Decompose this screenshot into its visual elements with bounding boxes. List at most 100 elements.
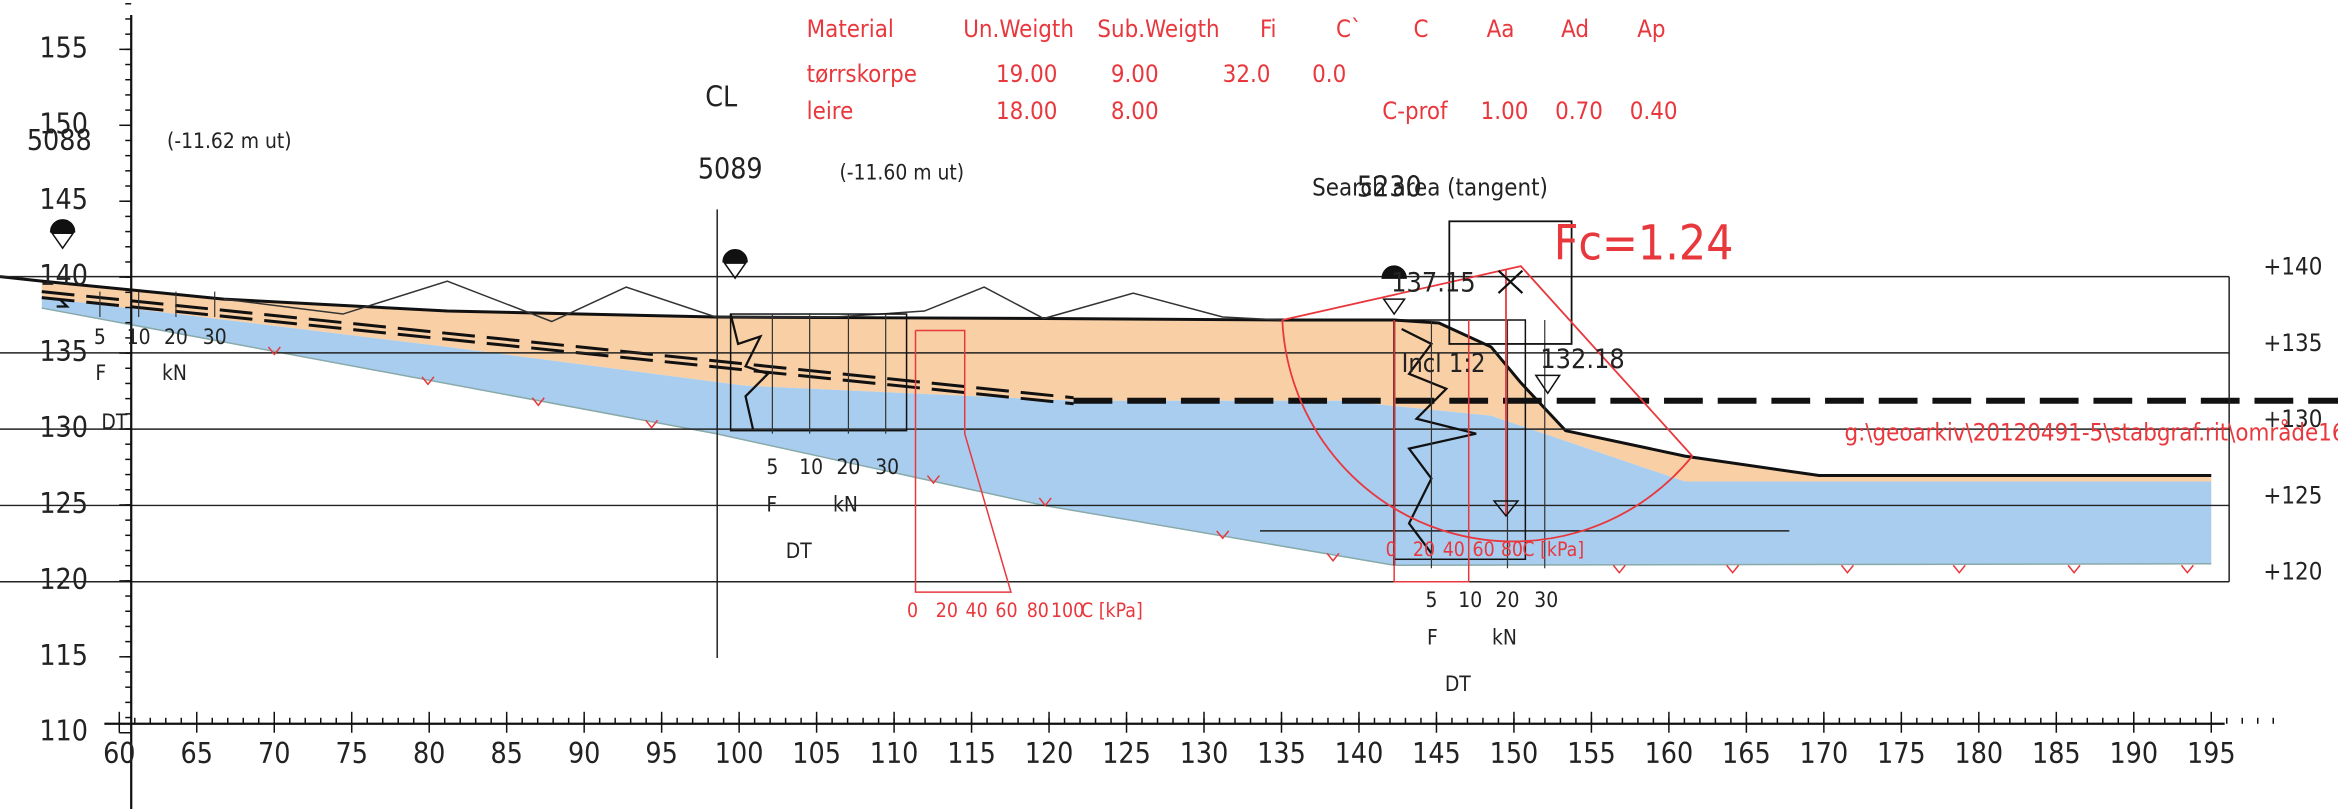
shear-unit: C [kPa] bbox=[1522, 538, 1584, 561]
sounding-unit: kN bbox=[833, 492, 858, 516]
sounding-label: F bbox=[1427, 626, 1438, 650]
x-tick-label: 85 bbox=[490, 737, 522, 770]
shear-tick: 60 bbox=[995, 599, 1017, 622]
table-cell: 0.70 bbox=[1555, 97, 1603, 125]
y-tick-label: 120 bbox=[39, 563, 88, 596]
x-tick-label: 155 bbox=[1567, 737, 1616, 770]
sounding-tick: 20 bbox=[836, 455, 860, 479]
shear-tick: 40 bbox=[1443, 538, 1465, 561]
table-header: Material bbox=[807, 15, 894, 43]
sounding-unit: kN bbox=[162, 361, 187, 385]
x-tick-label: 190 bbox=[2109, 737, 2158, 770]
table-header: Fi bbox=[1260, 15, 1277, 43]
borehole-offset: (-11.60 m ut) bbox=[839, 160, 964, 184]
shear-tick: 80 bbox=[1027, 599, 1049, 622]
x-tick-label: 165 bbox=[1722, 737, 1771, 770]
x-tick-label: 160 bbox=[1645, 737, 1694, 770]
sounding-unit: kN bbox=[1492, 626, 1517, 650]
x-tick-label: 195 bbox=[2187, 737, 2236, 770]
elevation-label: +120 bbox=[2263, 558, 2322, 586]
borehole-id: 5089 bbox=[698, 152, 763, 185]
table-cell: 19.00 bbox=[996, 60, 1057, 88]
x-tick-label: 140 bbox=[1335, 737, 1384, 770]
x-tick-label: 80 bbox=[413, 737, 445, 770]
sounding-label: F bbox=[95, 361, 106, 385]
table-header: Sub.Weigth bbox=[1097, 15, 1219, 43]
x-tick-label: 125 bbox=[1102, 737, 1151, 770]
sounding-tick: 5 bbox=[1425, 588, 1437, 612]
table-cell: 8.00 bbox=[1111, 97, 1159, 125]
x-tick-label: 175 bbox=[1877, 737, 1926, 770]
sounding-tick: 10 bbox=[127, 325, 151, 349]
x-tick-label: 105 bbox=[792, 737, 841, 770]
shear-tick: 60 bbox=[1473, 538, 1495, 561]
sounding-tick: 10 bbox=[1458, 588, 1482, 612]
x-tick-label: 185 bbox=[2032, 737, 2081, 770]
shear-tick: 0 bbox=[907, 599, 918, 622]
shear-tick: 20 bbox=[936, 599, 958, 622]
sounding-tick: 20 bbox=[1496, 588, 1520, 612]
x-tick-label: 65 bbox=[181, 737, 213, 770]
table-cell: leire bbox=[807, 97, 854, 125]
table-cell: 9.00 bbox=[1111, 60, 1159, 88]
borehole-offset: (-11.62 m ut) bbox=[167, 129, 292, 153]
shear-unit: C [kPa] bbox=[1081, 599, 1143, 622]
table-cell: tørrskorpe bbox=[807, 60, 917, 88]
x-tick-label: 130 bbox=[1180, 737, 1229, 770]
x-tick-label: 115 bbox=[947, 737, 996, 770]
x-tick-label: 150 bbox=[1490, 737, 1539, 770]
y-tick-label: 125 bbox=[39, 487, 88, 520]
safety-factor: Fc=1.24 bbox=[1554, 217, 1734, 272]
elevation-label: +140 bbox=[2263, 253, 2322, 281]
table-cell: 0.40 bbox=[1630, 97, 1678, 125]
sounding-tick: 5 bbox=[94, 325, 106, 349]
table-header: Ap bbox=[1637, 15, 1665, 43]
section-drawing: 6065707580859095100105110115120125130135… bbox=[0, 0, 2338, 809]
page: {"axis": {"y_labels": [110, 115, 120, 12… bbox=[0, 0, 2338, 809]
x-tick-label: 60 bbox=[103, 737, 135, 770]
y-tick-label: 115 bbox=[39, 639, 88, 672]
x-tick-label: 145 bbox=[1412, 737, 1461, 770]
table-header: C bbox=[1414, 15, 1429, 43]
table-cell: 1.00 bbox=[1481, 97, 1529, 125]
shear-tick: 80 bbox=[1501, 538, 1523, 561]
table-cell: 32.0 bbox=[1223, 60, 1271, 88]
table-cell: C-prof bbox=[1382, 97, 1448, 125]
sounding-tick: 20 bbox=[164, 325, 188, 349]
x-tick-label: 170 bbox=[1800, 737, 1849, 770]
elevation-label: +125 bbox=[2263, 481, 2322, 509]
y-tick-label: 140 bbox=[39, 259, 88, 292]
x-tick-label: 180 bbox=[1955, 737, 2004, 770]
sounding-tick: 30 bbox=[203, 325, 227, 349]
file-path: g:\geoarkiv\20120491-5\stabgraf.rit\områ… bbox=[1844, 418, 2338, 447]
table-header: Un.Weigth bbox=[963, 15, 1074, 43]
sounding-tick: 30 bbox=[1534, 588, 1558, 612]
y-tick-label: 110 bbox=[39, 715, 88, 748]
sounding-method: DT bbox=[101, 410, 127, 434]
x-tick-label: 135 bbox=[1257, 737, 1306, 770]
x-tick-label: 90 bbox=[568, 737, 600, 770]
y-tick-label: 130 bbox=[39, 411, 88, 444]
x-tick-label: 110 bbox=[870, 737, 919, 770]
x-tick-label: 70 bbox=[258, 737, 290, 770]
x-tick-label: 75 bbox=[336, 737, 368, 770]
sounding-label: F bbox=[766, 492, 777, 516]
borehole-id: 5088 bbox=[27, 124, 92, 157]
elevation-label: +135 bbox=[2263, 329, 2322, 357]
shear-tick: 0 bbox=[1386, 538, 1397, 561]
sounding-method: DT bbox=[786, 539, 812, 563]
y-tick-label: 145 bbox=[39, 183, 88, 216]
shear-tick: 40 bbox=[966, 599, 988, 622]
x-tick-label: 100 bbox=[715, 737, 764, 770]
shear-tick: 20 bbox=[1413, 538, 1435, 561]
table-header: Ad bbox=[1561, 15, 1589, 43]
table-header: Aa bbox=[1487, 15, 1515, 43]
table-cell: 0.0 bbox=[1312, 60, 1346, 88]
table-cell: 18.00 bbox=[996, 97, 1057, 125]
sounding-tick: 5 bbox=[766, 455, 778, 479]
x-tick-label: 120 bbox=[1025, 737, 1074, 770]
y-tick-label: 155 bbox=[39, 31, 88, 64]
level-label: 132.18 bbox=[1540, 344, 1624, 375]
x-tick-label: 95 bbox=[645, 737, 677, 770]
centerline-label: CL bbox=[705, 81, 738, 114]
